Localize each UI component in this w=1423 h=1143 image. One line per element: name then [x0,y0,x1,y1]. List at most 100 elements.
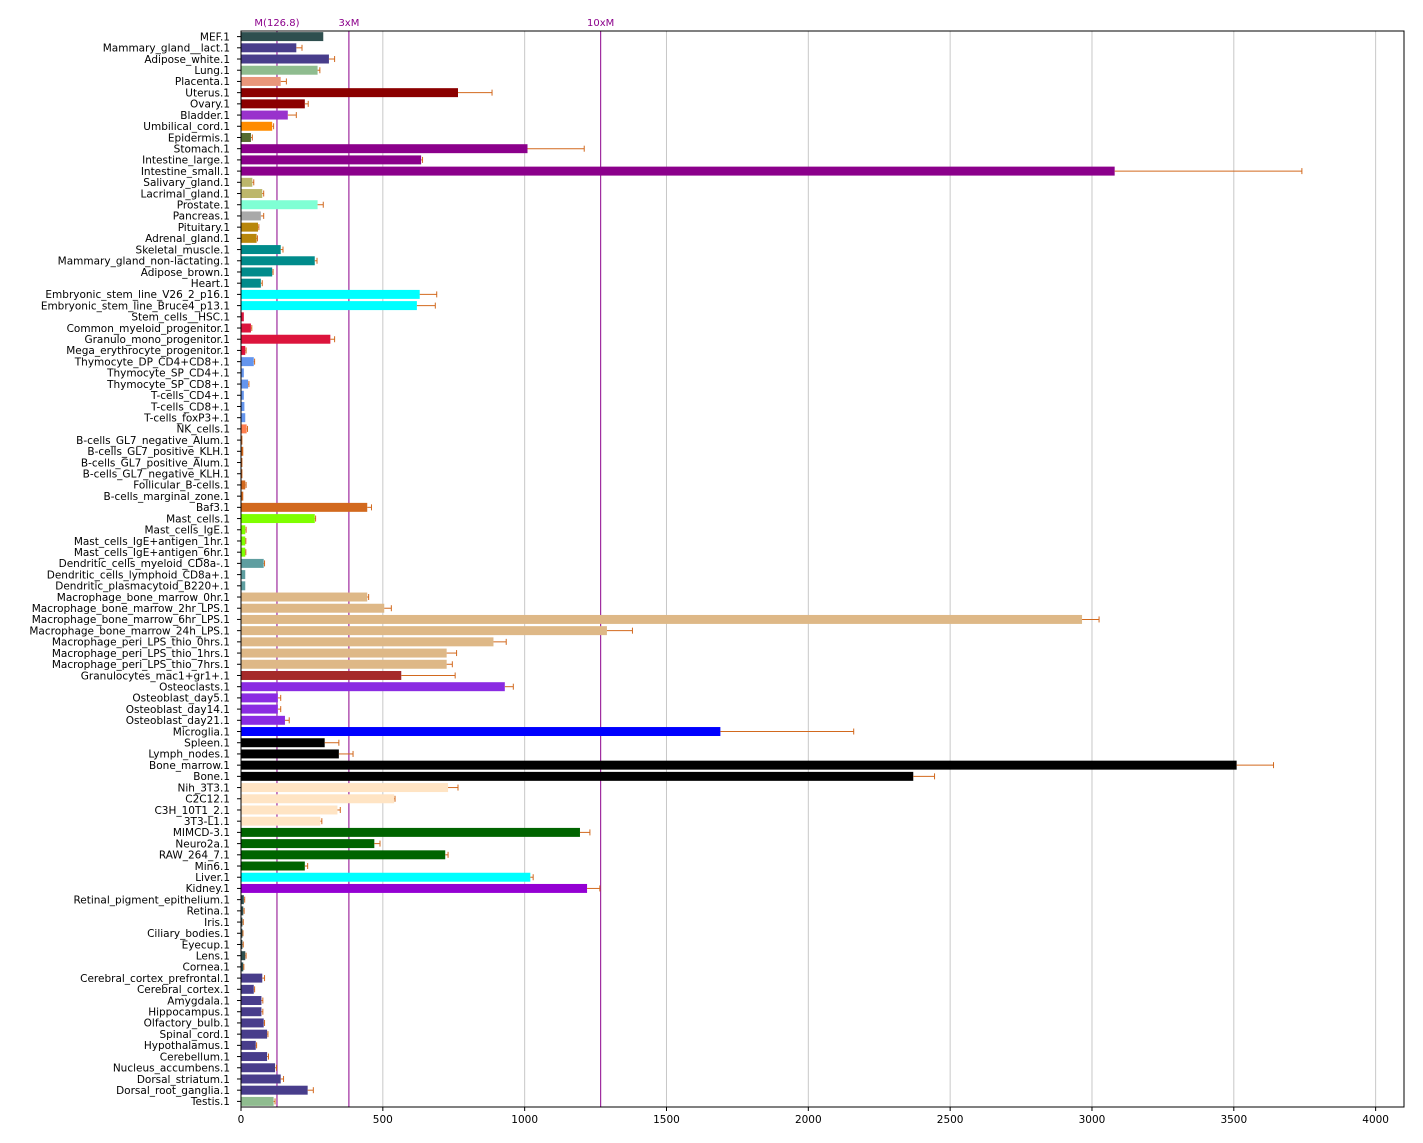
category-label: Cerebellum.1 [160,1051,230,1063]
category-label: Embryonic_stem_line_V26_2_p16.1 [45,289,230,301]
category-label: Adipose_white.1 [144,54,230,66]
x-tick-label: 1000 [511,1114,538,1126]
category-label: Umbilical_cord.1 [143,121,230,133]
bar [241,166,1115,176]
bar [241,749,339,759]
category-label: Ciliary_bodies.1 [147,928,230,940]
category-label: Salivary_gland.1 [143,177,230,189]
category-label: Retina.1 [187,906,230,918]
bar [241,917,243,927]
category-label: Nucleus_accumbens.1 [113,1063,230,1075]
bars [241,32,1237,1106]
category-label: Dendritic_cells_myeloid_CD8a-.1 [59,558,230,570]
bar [241,1040,256,1050]
bar [241,413,246,423]
category-label: Kidney.1 [186,883,230,895]
bar [241,435,243,445]
category-label: Ovary.1 [190,99,230,111]
category-label: Macrophage_bone_marrow_2hr_LPS.1 [32,603,230,615]
category-label: Cerebral_cortex_prefrontal.1 [80,973,230,985]
bar [241,626,607,636]
category-label: RAW_264_7.1 [159,850,230,862]
bar [241,906,244,916]
bar [241,928,243,938]
plot-frame [240,30,1405,1108]
bar [241,121,273,131]
category-label: Stomach.1 [174,143,230,155]
category-label: Mast_cells_IgE.1 [144,525,230,537]
bar [241,132,251,142]
category-label: Olfactory_bulb.1 [144,1018,230,1030]
x-tick-label: 1500 [653,1114,680,1126]
category-label: Placenta.1 [175,76,230,88]
category-label: T-cells_CD4+.1 [150,390,230,402]
bar [241,390,244,400]
bar [241,760,1237,770]
category-label: Stem_cells__HSC.1 [131,312,230,324]
category-label: Mammary_gland_non-lactating.1 [58,256,230,268]
bar [241,301,417,311]
bar [241,525,246,535]
x-tick-label: 0 [238,1114,245,1126]
category-label: Osteoblast_day14.1 [126,704,230,716]
bar [241,502,368,512]
category-label: Cornea.1 [183,962,230,974]
category-label: Skeletal_muscle.1 [136,244,230,256]
bar [241,693,278,703]
bar [241,446,244,456]
bar [241,144,528,154]
category-label: Common_myeloid_progenitor.1 [67,323,230,335]
bar [241,379,249,389]
category-label: Macrophage_peri_LPS_thio_7hrs.1 [52,659,230,671]
bar [241,1074,281,1084]
category-label: B-cells_GL7_negative_Alum.1 [76,435,230,447]
bar [241,1052,268,1062]
category-label: Embryonic_stem_line_Bruce4_p13.1 [41,300,230,312]
bar [241,861,305,871]
bar [241,783,449,793]
category-label: Spleen.1 [184,738,230,750]
bar [241,951,246,961]
bar [241,536,246,546]
bar [241,1085,308,1095]
category-label: Uterus.1 [185,87,230,99]
bar [241,222,259,232]
x-tick-label: 4000 [1362,1114,1389,1126]
category-label: Prostate.1 [177,200,230,212]
category-label: Thymocyte_SP_CD8+.1 [106,379,230,391]
category-label: Pancreas.1 [173,211,230,223]
bar [241,637,494,647]
category-label: Lacrimal_gland.1 [141,188,230,200]
bar [241,984,254,994]
category-label: Bone_marrow.1 [149,760,230,772]
bar [241,592,368,602]
bar [241,88,458,98]
category-label: T-cells_foxP3+.1 [143,412,230,424]
category-label: Macrophage_peri_LPS_thio_0hrs.1 [52,637,230,649]
bar [241,233,257,243]
category-label: B-cells_GL7_positive_KLH.1 [87,446,230,458]
category-label: Macrophage_bone_marrow_6hr_LPS.1 [32,614,230,626]
bar [241,155,422,165]
category-label: Neuro2a.1 [175,838,230,850]
category-label: B-cells_GL7_positive_Alum.1 [81,457,230,469]
category-label: Iris.1 [204,917,230,929]
category-label: Cerebral_cortex.1 [137,984,230,996]
category-label: Bone.1 [193,771,230,783]
bar [241,827,580,837]
bar [241,648,447,658]
bar [241,973,263,983]
category-label: Baf3.1 [196,502,230,514]
bar [241,547,246,557]
bar [241,738,325,748]
category-label: B-cells_GL7_negative_KLH.1 [83,469,230,481]
bar [241,558,264,568]
bar [241,32,324,42]
category-label: C3H_10T1_2.1 [154,805,230,817]
category-label: MIMCD-3.1 [173,827,230,839]
category-label: Mast_cells_IgE+antigen_1hr.1 [74,536,230,548]
category-label: Macrophage_peri_LPS_thio_1hrs.1 [52,648,230,660]
bar [241,99,305,109]
reference-line-label: 3xM [338,18,359,29]
bar [241,54,329,64]
